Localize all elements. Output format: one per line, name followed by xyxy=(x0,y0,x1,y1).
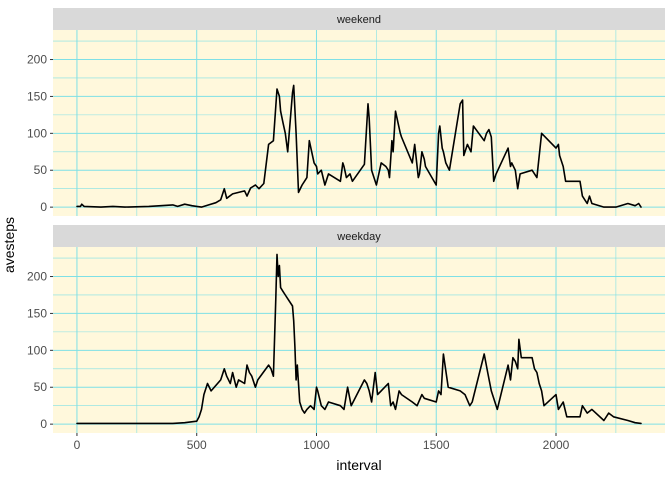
facet-panels: weekend 0 50 100 150 200 weekday 0 50 100 150 200 xyxy=(27,8,665,433)
facet-strip-label: weekday xyxy=(336,231,381,243)
y-tick-label: 200 xyxy=(27,270,47,284)
facet-panel-weekend: weekend 0 50 100 150 200 xyxy=(27,8,665,216)
facet-panel-weekday: weekday 0 50 100 150 200 xyxy=(27,225,665,433)
plot-panel-background xyxy=(53,247,665,433)
series-line-weekend xyxy=(76,84,642,208)
x-axis-ticks: 0 500 1000 1500 2000 xyxy=(74,433,570,452)
x-tick-label: 0 xyxy=(74,438,81,452)
x-tick-label: 500 xyxy=(187,438,207,452)
plot-panel-background xyxy=(53,30,665,216)
facet-strip xyxy=(53,225,665,247)
y-tick-label: 150 xyxy=(27,89,47,103)
y-tick-label: 0 xyxy=(40,417,47,431)
y-axis-title: avesteps xyxy=(1,217,17,273)
y-tick-label: 200 xyxy=(27,53,47,67)
x-tick-label: 1000 xyxy=(303,438,330,452)
x-tick-label: 1500 xyxy=(423,438,450,452)
x-axis-title: interval xyxy=(336,457,381,473)
series-line-weekday xyxy=(76,253,642,425)
facet-strip-label: weekend xyxy=(336,14,381,26)
x-tick-label: 2000 xyxy=(543,438,570,452)
y-tick-label: 150 xyxy=(27,306,47,320)
y-tick-label: 50 xyxy=(34,380,48,394)
y-tick-label: 0 xyxy=(40,200,47,214)
y-tick-label: 100 xyxy=(27,343,47,357)
y-tick-label: 100 xyxy=(27,126,47,140)
y-tick-label: 50 xyxy=(34,163,48,177)
facet-strip xyxy=(53,8,665,30)
